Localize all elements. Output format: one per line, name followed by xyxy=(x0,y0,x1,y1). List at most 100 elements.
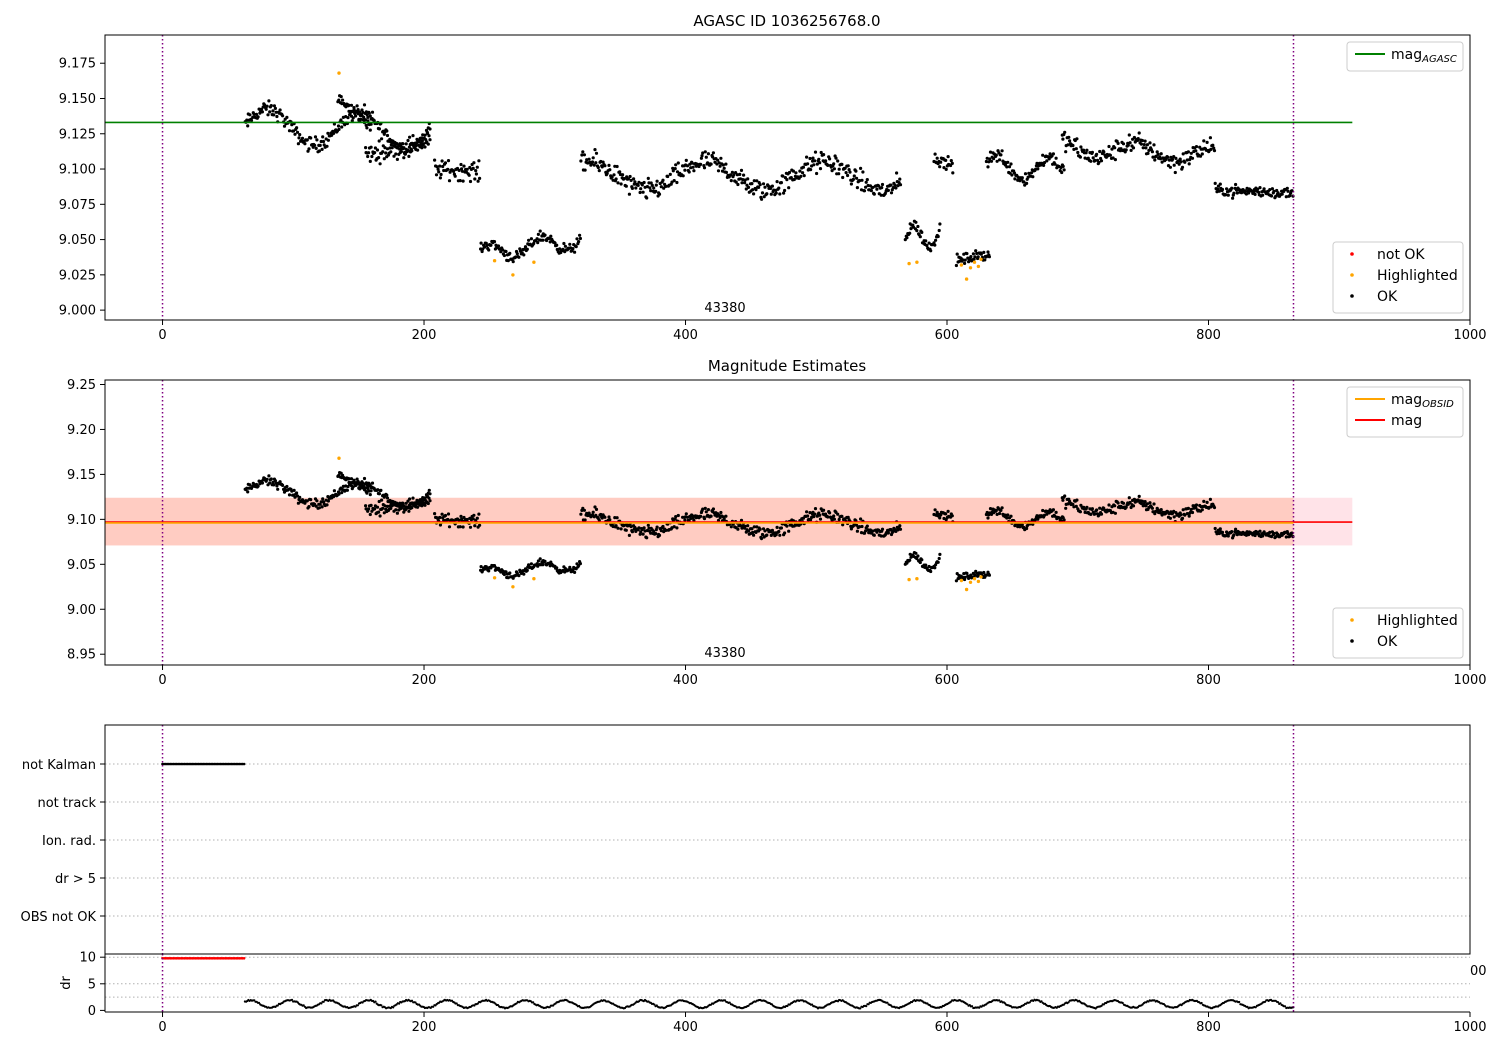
ok-point xyxy=(844,171,848,175)
ok-point xyxy=(1127,496,1131,500)
ok-point xyxy=(944,167,948,171)
ok-point xyxy=(411,496,415,500)
ok-point xyxy=(412,142,416,146)
ok-point xyxy=(332,489,336,493)
ok-point xyxy=(412,501,416,505)
ok-point xyxy=(582,508,587,512)
ok-point xyxy=(275,484,279,488)
dr-point xyxy=(1238,1000,1241,1004)
ok-point xyxy=(616,526,620,530)
ok-point xyxy=(895,171,899,175)
ok-point xyxy=(395,501,399,505)
ok-point xyxy=(787,186,791,190)
ok-point xyxy=(1102,150,1106,154)
ok-point xyxy=(834,156,838,160)
ok-point xyxy=(742,173,746,177)
ok-point xyxy=(458,179,462,183)
ok-point xyxy=(1137,494,1141,498)
ok-point xyxy=(1220,530,1225,535)
ok-point xyxy=(367,151,371,155)
ok-point xyxy=(428,492,432,496)
ok-point xyxy=(271,109,275,113)
ok-point xyxy=(933,566,937,570)
ok-point xyxy=(1085,505,1089,509)
ok-point xyxy=(1186,150,1190,154)
panel-1-frame xyxy=(104,34,1471,321)
ok-point xyxy=(385,147,390,151)
ok-point xyxy=(743,178,747,182)
ok-point xyxy=(438,515,442,520)
ok-point xyxy=(1143,500,1147,504)
ok-point xyxy=(1061,137,1065,141)
ok-point xyxy=(366,154,370,159)
ok-point xyxy=(594,151,599,155)
flag-row-label: not track xyxy=(37,796,96,811)
ok-point xyxy=(485,243,489,248)
ok-point xyxy=(504,249,508,254)
ok-point xyxy=(734,171,738,175)
ok-point xyxy=(1253,192,1257,196)
ok-point xyxy=(811,156,815,160)
ok-point xyxy=(837,167,841,171)
ok-point xyxy=(721,163,725,167)
ok-point xyxy=(356,108,360,112)
ok-point xyxy=(988,150,993,154)
ok-point xyxy=(355,104,359,108)
dr-point xyxy=(859,1007,862,1010)
ok-point xyxy=(777,186,781,190)
ok-point xyxy=(340,491,344,495)
ok-point xyxy=(781,174,785,178)
ok-point xyxy=(832,514,836,518)
ok-point xyxy=(1183,513,1187,517)
ok-point xyxy=(1152,143,1156,147)
ok-point xyxy=(654,532,658,536)
ok-point xyxy=(336,124,341,128)
highlighted-point xyxy=(972,577,977,581)
ok-point xyxy=(420,136,424,140)
ok-point xyxy=(403,152,407,156)
dr-point xyxy=(532,1001,535,1004)
ok-point xyxy=(1113,158,1117,162)
ok-point xyxy=(950,161,954,165)
ok-point xyxy=(916,554,920,558)
ok-point xyxy=(1051,508,1055,512)
ok-point xyxy=(673,517,677,521)
ok-point xyxy=(689,516,693,521)
ok-point xyxy=(822,153,826,157)
ok-point xyxy=(722,166,726,170)
ok-point xyxy=(318,502,322,506)
ok-point xyxy=(779,526,784,530)
ok-point xyxy=(325,503,329,507)
ok-point xyxy=(1054,510,1058,514)
ok-point xyxy=(889,183,893,187)
ok-point xyxy=(315,138,319,142)
ok-point xyxy=(729,179,733,183)
ok-point xyxy=(1074,147,1078,151)
ok-point xyxy=(818,517,823,521)
ok-point xyxy=(293,495,297,499)
ok-point xyxy=(1168,165,1172,169)
ok-point xyxy=(1181,152,1185,156)
ok-point xyxy=(390,146,394,150)
ok-point xyxy=(1009,514,1013,518)
ok-point xyxy=(1099,512,1104,516)
ok-point xyxy=(351,485,355,489)
ok-point xyxy=(1012,171,1017,175)
ok-point xyxy=(1036,167,1040,171)
ok-point xyxy=(1178,157,1182,161)
ok-point xyxy=(754,188,758,192)
ok-point xyxy=(399,150,403,154)
ok-point xyxy=(920,230,924,234)
ok-point xyxy=(543,559,547,564)
ok-point xyxy=(525,568,529,573)
ok-point xyxy=(350,119,354,123)
ok-point xyxy=(578,233,582,237)
ok-point xyxy=(367,111,371,115)
ok-point xyxy=(971,252,976,256)
dr-point xyxy=(653,1003,656,1006)
ok-point xyxy=(1142,143,1146,147)
ok-point xyxy=(355,477,359,481)
ok-point xyxy=(805,155,809,159)
ok-point xyxy=(326,131,330,135)
ok-point xyxy=(1253,533,1257,538)
